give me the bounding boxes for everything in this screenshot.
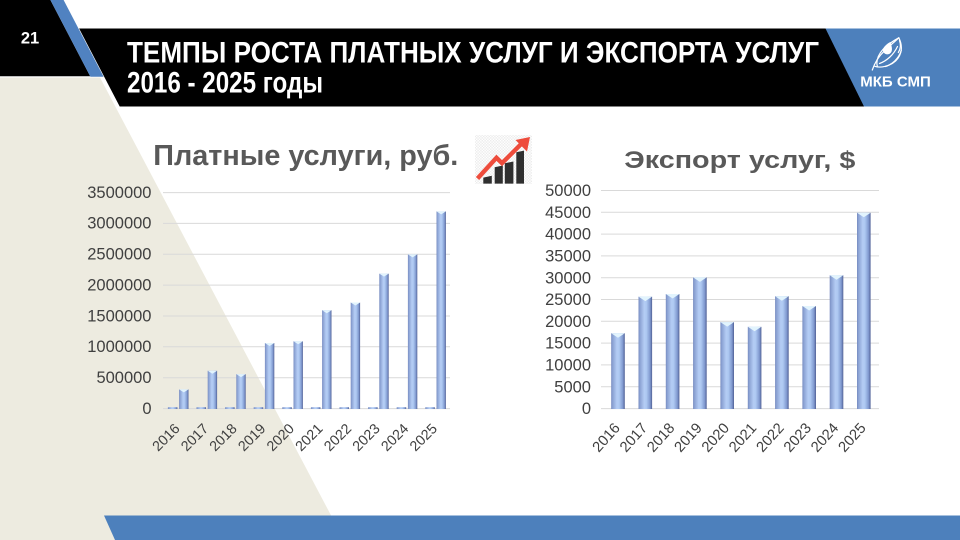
svg-text:40000: 40000	[545, 226, 591, 244]
svg-text:1000000: 1000000	[87, 338, 151, 356]
svg-text:ТЕМПЫ РОСТА ПЛАТНЫХ УСЛУГ И ЭК: ТЕМПЫ РОСТА ПЛАТНЫХ УСЛУГ И ЭКСПОРТА УСЛ…	[127, 37, 819, 70]
svg-text:2020: 2020	[699, 420, 733, 455]
svg-text:2019: 2019	[672, 420, 706, 455]
svg-text:0: 0	[582, 400, 591, 418]
svg-text:1500000: 1500000	[87, 307, 151, 325]
svg-text:3500000: 3500000	[87, 184, 151, 202]
svg-text:2016: 2016	[590, 420, 624, 455]
svg-text:10000: 10000	[545, 357, 591, 375]
svg-text:2024: 2024	[378, 421, 412, 455]
svg-text:Платные услуги, руб.: Платные услуги, руб.	[153, 140, 458, 172]
svg-text:2016 - 2025 годы: 2016 - 2025 годы	[127, 66, 323, 99]
svg-text:2021: 2021	[293, 421, 327, 455]
svg-text:2022: 2022	[754, 420, 788, 455]
svg-text:2017: 2017	[617, 420, 651, 455]
svg-text:2500000: 2500000	[87, 246, 151, 264]
svg-text:2024: 2024	[808, 420, 842, 455]
svg-text:15000: 15000	[545, 335, 591, 353]
svg-text:25000: 25000	[545, 291, 591, 309]
svg-text:2000000: 2000000	[87, 276, 151, 294]
svg-text:45000: 45000	[545, 204, 591, 222]
svg-text:2023: 2023	[781, 420, 815, 455]
svg-text:2018: 2018	[644, 420, 678, 455]
svg-text:2023: 2023	[350, 421, 384, 455]
svg-text:2025: 2025	[836, 420, 870, 455]
svg-text:2021: 2021	[726, 420, 760, 455]
svg-text:50000: 50000	[545, 182, 591, 200]
svg-text:2022: 2022	[321, 421, 355, 455]
svg-text:500000: 500000	[96, 369, 151, 387]
svg-text:МКБ СМП: МКБ СМП	[860, 74, 931, 91]
svg-text:35000: 35000	[545, 248, 591, 266]
svg-text:21: 21	[21, 30, 39, 48]
svg-text:0: 0	[142, 400, 151, 418]
svg-text:3000000: 3000000	[87, 215, 151, 233]
svg-text:Экспорт услуг, $: Экспорт услуг, $	[624, 147, 856, 174]
svg-text:30000: 30000	[545, 269, 591, 287]
svg-text:2025: 2025	[407, 421, 441, 455]
svg-text:5000: 5000	[554, 378, 591, 396]
svg-text:20000: 20000	[545, 313, 591, 331]
